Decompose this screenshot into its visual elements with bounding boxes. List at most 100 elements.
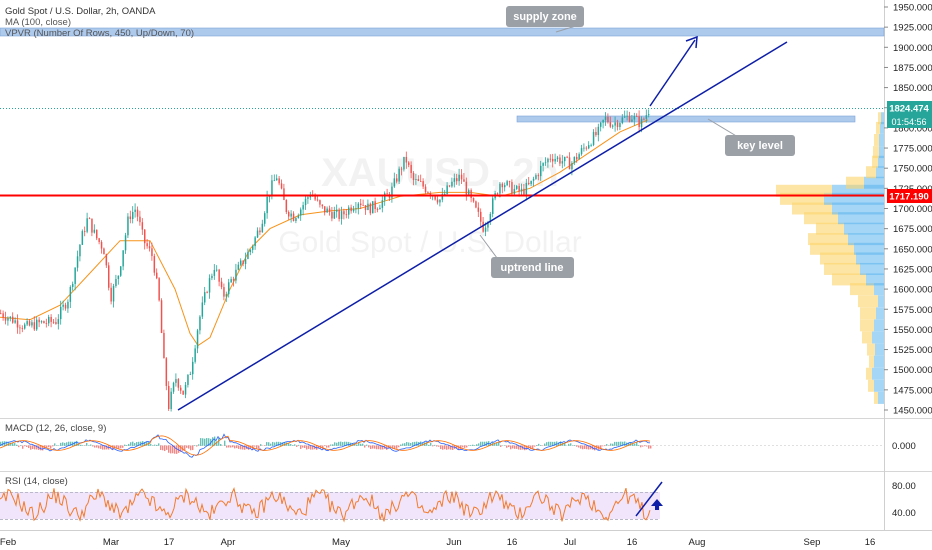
supply-zone-callout[interactable] xyxy=(506,6,584,27)
macd-histogram-bar xyxy=(646,445,648,447)
candle-body xyxy=(105,254,108,266)
time-tick-label: Mar xyxy=(103,537,119,548)
macd-histogram-bar xyxy=(54,443,56,446)
candle-body xyxy=(556,157,559,159)
candle-body xyxy=(624,116,626,118)
macd-histogram-bar xyxy=(98,445,100,449)
candle-body xyxy=(516,186,518,189)
candle-body xyxy=(43,321,45,324)
macd-histogram-bar xyxy=(636,441,638,446)
candle-body xyxy=(525,183,528,195)
macd-histogram-bar xyxy=(292,445,294,446)
candle-body xyxy=(412,173,415,180)
candle-body xyxy=(492,198,494,214)
vpvr-legend[interactable]: VPVR (Number Of Rows, 450, Up/Down, 70) xyxy=(5,28,194,39)
macd-histogram-bar xyxy=(534,445,536,447)
candle-body xyxy=(254,237,256,247)
candle-body xyxy=(72,283,74,287)
candle-body xyxy=(129,216,132,220)
macd-histogram-bar xyxy=(372,445,374,449)
candle-body xyxy=(592,131,595,145)
macd-histogram-bar xyxy=(472,444,474,446)
candle-body xyxy=(633,116,636,120)
uptrend-line-callout[interactable] xyxy=(491,257,574,278)
ma-legend[interactable]: MA (100, close) xyxy=(5,17,71,28)
price-axis[interactable]: 1450.000 1475.000 1500.000 1525.000 1550.000… xyxy=(884,3,932,417)
macd-histogram-bar xyxy=(366,444,368,446)
time-axis[interactable]: Feb Mar 17 Apr May Jun 16 Jul 16 Aug Sep 16 xyxy=(0,537,875,548)
projection-arrow-line[interactable] xyxy=(649,39,696,107)
candle-body xyxy=(547,158,549,163)
candle-body xyxy=(148,246,151,249)
macd-histogram-bar xyxy=(514,445,516,449)
candle-body xyxy=(302,205,304,210)
macd-histogram-bar xyxy=(440,445,442,450)
time-tick-label: Aug xyxy=(689,537,706,548)
candle-body xyxy=(146,243,148,247)
candle-body xyxy=(223,287,225,297)
macd-histogram-bar xyxy=(458,445,460,451)
supply-zone-band[interactable] xyxy=(0,27,885,37)
macd-histogram-bar xyxy=(188,445,190,449)
macd-histogram-bar xyxy=(642,445,644,447)
macd-histogram-bar xyxy=(112,445,114,451)
macd-histogram-bar xyxy=(324,445,326,447)
macd-histogram-bar xyxy=(78,443,80,446)
volume-profile-up xyxy=(879,146,884,159)
candle-body xyxy=(604,116,607,120)
key-level-band[interactable] xyxy=(516,115,856,123)
macd-histogram-bar xyxy=(296,445,298,447)
macd-histogram-bar xyxy=(174,445,176,454)
macd-histogram-bar xyxy=(356,444,358,446)
volume-profile-down xyxy=(876,121,880,134)
macd-histogram-bar xyxy=(536,445,538,446)
macd-histogram-bar xyxy=(542,445,544,447)
macd-histogram-bar xyxy=(540,445,542,446)
candle-body xyxy=(4,317,7,321)
candle-body xyxy=(110,287,112,302)
candle-body xyxy=(165,358,168,386)
rsi-legend[interactable]: RSI (14, close) xyxy=(5,476,68,487)
macd-histogram-bar xyxy=(532,445,534,449)
candle-body xyxy=(196,330,199,349)
candle-body xyxy=(86,218,88,232)
macd-histogram-bar xyxy=(10,442,12,446)
macd-histogram-bar xyxy=(518,445,520,450)
macd-histogram-bar xyxy=(618,441,620,446)
candle-body xyxy=(160,300,163,333)
candle-body xyxy=(256,230,259,238)
candle-body xyxy=(508,181,511,183)
macd-histogram-bar xyxy=(428,444,430,446)
macd-histogram-bar xyxy=(132,441,134,446)
time-tick-label: 16 xyxy=(627,537,638,548)
macd-histogram-bar xyxy=(620,441,622,446)
uptrend-line[interactable] xyxy=(177,41,788,411)
macd-histogram-bar xyxy=(164,445,166,452)
macd-histogram-bar xyxy=(478,443,480,446)
candle-body xyxy=(583,147,585,149)
candle-body xyxy=(139,216,141,223)
macd-histogram-bar xyxy=(408,442,410,446)
macd-histogram-bar xyxy=(362,443,364,446)
rsi-series xyxy=(0,487,651,523)
macd-histogram-bar xyxy=(434,444,436,446)
price-tick-label: 1700.000 xyxy=(893,204,932,215)
macd-histogram-bar xyxy=(68,441,70,446)
macd-histogram-bar xyxy=(578,445,580,448)
candle-body xyxy=(84,231,86,232)
macd-histogram-bar xyxy=(30,445,32,450)
candle-body xyxy=(230,279,232,283)
macd-histogram-bar xyxy=(494,443,496,446)
volume-profile-up xyxy=(875,343,884,356)
macd-legend[interactable]: MACD (12, 26, close, 9) xyxy=(5,423,106,434)
rsi-trend-line[interactable] xyxy=(635,481,663,517)
macd-histogram-bar xyxy=(114,445,116,448)
candle-body xyxy=(465,181,468,195)
key-level-callout[interactable] xyxy=(725,135,795,156)
macd-histogram-bar xyxy=(614,441,616,446)
candle-body xyxy=(33,322,36,330)
candle-body xyxy=(554,158,556,162)
time-tick-label: Jun xyxy=(446,537,461,548)
